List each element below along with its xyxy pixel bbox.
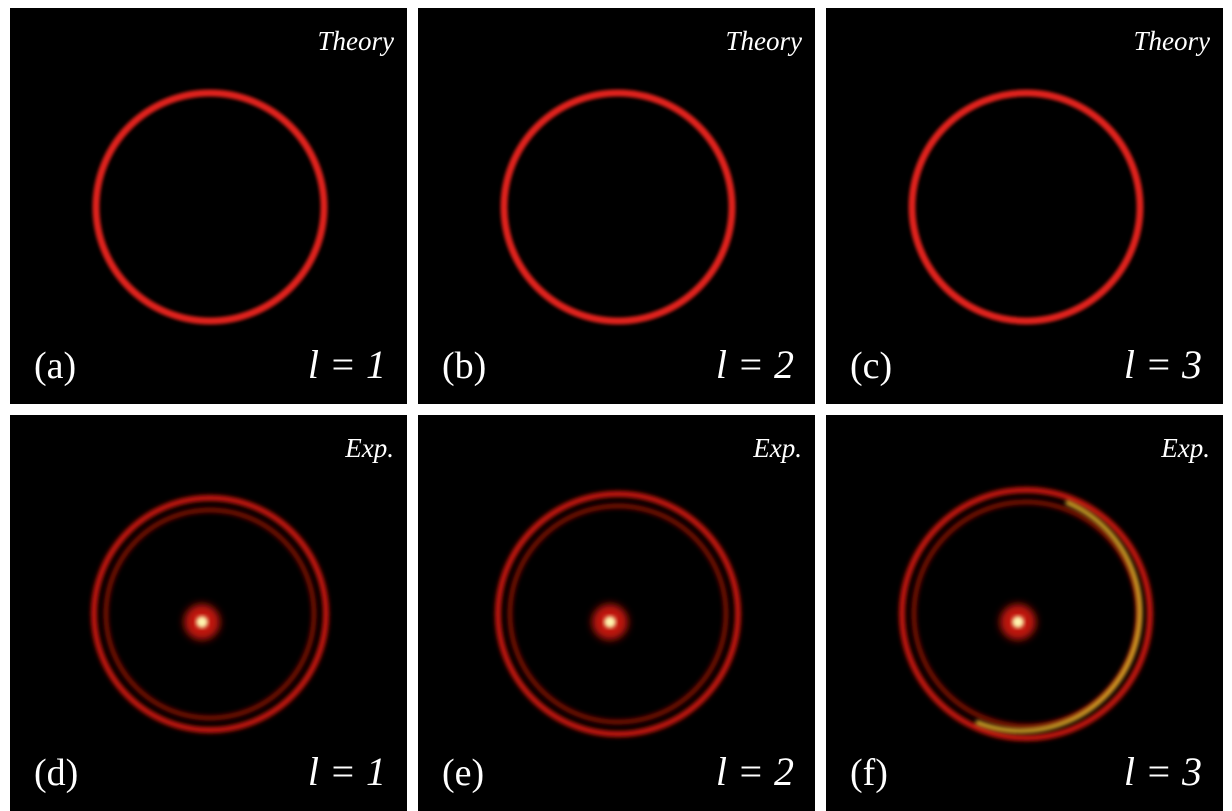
panel: Exp. (e) l = 2 [418, 415, 815, 811]
order-label: l = 1 [308, 342, 386, 387]
panel-tag: Exp. [344, 433, 394, 463]
panel-label: (f) [850, 752, 888, 794]
panel-tag: Theory [1134, 26, 1211, 56]
panel-label: (e) [442, 752, 484, 794]
panel: Theory (a) l = 1 [10, 8, 407, 404]
order-label: l = 3 [1124, 749, 1202, 794]
figure: Theory (a) l = 1 Theory (b) l = 2 Theory (c) l =… [0, 0, 1232, 811]
panel-tag: Exp. [752, 433, 802, 463]
ring [912, 93, 1140, 321]
center-spot [196, 616, 208, 628]
ring [504, 93, 732, 321]
panel-label: (d) [34, 752, 78, 794]
panel: Exp. (f) l = 3 [826, 415, 1223, 811]
panel-label: (b) [442, 345, 486, 387]
panel-label: (c) [850, 345, 892, 387]
panel-label: (a) [34, 345, 76, 387]
panel-tag: Exp. [1160, 433, 1210, 463]
order-label: l = 2 [716, 749, 794, 794]
order-label: l = 1 [308, 749, 386, 794]
order-label: l = 2 [716, 342, 794, 387]
center-spot [1012, 616, 1024, 628]
panel: Theory (c) l = 3 [826, 8, 1223, 404]
panel: Exp. (d) l = 1 [10, 415, 407, 811]
ring [96, 93, 324, 321]
panel-tag: Theory [726, 26, 803, 56]
order-label: l = 3 [1124, 342, 1202, 387]
panel: Theory (b) l = 2 [418, 8, 815, 404]
center-spot [604, 616, 616, 628]
panel-tag: Theory [318, 26, 395, 56]
